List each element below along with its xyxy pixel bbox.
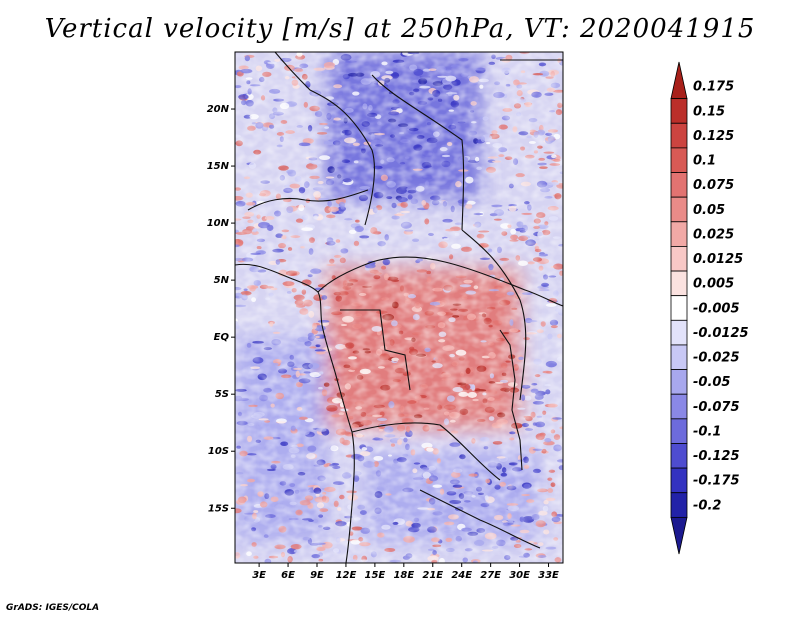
colorbar-label: -0.005 (693, 301, 740, 316)
x-tick-label: 9E (310, 570, 324, 581)
colorbar-label: -0.125 (693, 449, 740, 464)
y-tick-label: 10N (207, 218, 230, 229)
y-tick-label: 5S (215, 389, 229, 400)
colorbar-label: -0.2 (693, 498, 721, 513)
colorbar-label: -0.1 (693, 424, 721, 439)
x-tick-label: 24E (451, 570, 472, 581)
colorbar-bin (670, 319, 688, 346)
colorbar-bin (670, 196, 688, 223)
colorbar-bin (670, 344, 688, 370)
colorbar-bin (670, 295, 688, 321)
colorbar-label: -0.175 (693, 474, 740, 489)
x-tick-label: 15E (365, 570, 386, 581)
colorbar-bin (670, 492, 688, 518)
colorbar-label: 0.175 (693, 80, 734, 95)
border-south (419, 489, 541, 549)
colorbar-bin (670, 270, 688, 297)
colorbar-bin (670, 98, 688, 124)
border-nigeria (247, 189, 369, 211)
colorbar-label: 0.15 (693, 104, 725, 119)
colorbar-bin (670, 221, 688, 247)
y-tick-label: EQ (214, 332, 230, 343)
colorbar-label: -0.0125 (693, 326, 749, 341)
border-angola-zambia (351, 422, 501, 481)
colorbar-bin (670, 418, 688, 444)
country-borders (235, 52, 563, 563)
x-tick-label: 30E (509, 570, 530, 581)
x-tick-label: 3E (252, 570, 266, 581)
colorbar-bin (670, 147, 688, 173)
map-frame (234, 51, 564, 564)
colorbar-bin (670, 467, 688, 494)
coastline-west (235, 263, 355, 563)
colorbar-bin (670, 443, 688, 469)
colorbar-label: 0.075 (693, 178, 734, 193)
speckle-texture (235, 52, 563, 563)
colorbar-bin (670, 122, 688, 149)
colorbar-label: 0.005 (693, 277, 734, 292)
border-mali-niger (274, 52, 375, 226)
colorbar-top-arrow (670, 61, 688, 100)
y-tick-label: 20N (207, 104, 230, 115)
colorbar-label: -0.05 (693, 375, 730, 390)
border-east (461, 229, 527, 401)
colorbar-label: 0.05 (693, 203, 725, 218)
chart-title: Vertical velocity [m/s] at 250hPa, VT: 2… (44, 14, 756, 44)
colorbar-label: -0.025 (693, 351, 740, 366)
colorbar-label: -0.075 (693, 400, 740, 415)
border-sahel (317, 256, 563, 307)
x-tick-label: 21E (422, 570, 443, 581)
x-tick-label: 18E (393, 570, 414, 581)
colorbar-label: 0.125 (693, 129, 734, 144)
colorbar-bin (670, 369, 688, 395)
border-libya-chad (371, 74, 465, 231)
map-field (235, 52, 563, 563)
colorbar-label: 0.0125 (693, 252, 743, 267)
x-tick-label: 6E (281, 570, 295, 581)
colorbar-label: 0.1 (693, 154, 716, 169)
y-tick-label: 15S (208, 503, 229, 514)
colorbar: 0.175 0.15 0.125 0.1 0.075 0.05 0.025 0.0125 0.0… (670, 61, 749, 555)
y-tick-label: 5N (214, 275, 230, 286)
colorbar-bin (670, 246, 688, 272)
colorbar-bottom-arrow (670, 516, 688, 555)
y-tick-label: 15N (207, 161, 230, 172)
colorbar-label: 0.025 (693, 227, 734, 242)
x-tick-label: 27E (480, 570, 501, 581)
colorbar-bin (670, 172, 688, 198)
border-congo (340, 309, 411, 391)
colorbar-bin (670, 393, 688, 420)
x-tick-label: 12E (336, 570, 357, 581)
y-tick-label: 10S (208, 446, 229, 457)
border-great-lakes (499, 329, 523, 471)
credit-text: GrADS: IGES/COLA (6, 603, 100, 613)
x-tick-label: 33E (538, 570, 559, 581)
